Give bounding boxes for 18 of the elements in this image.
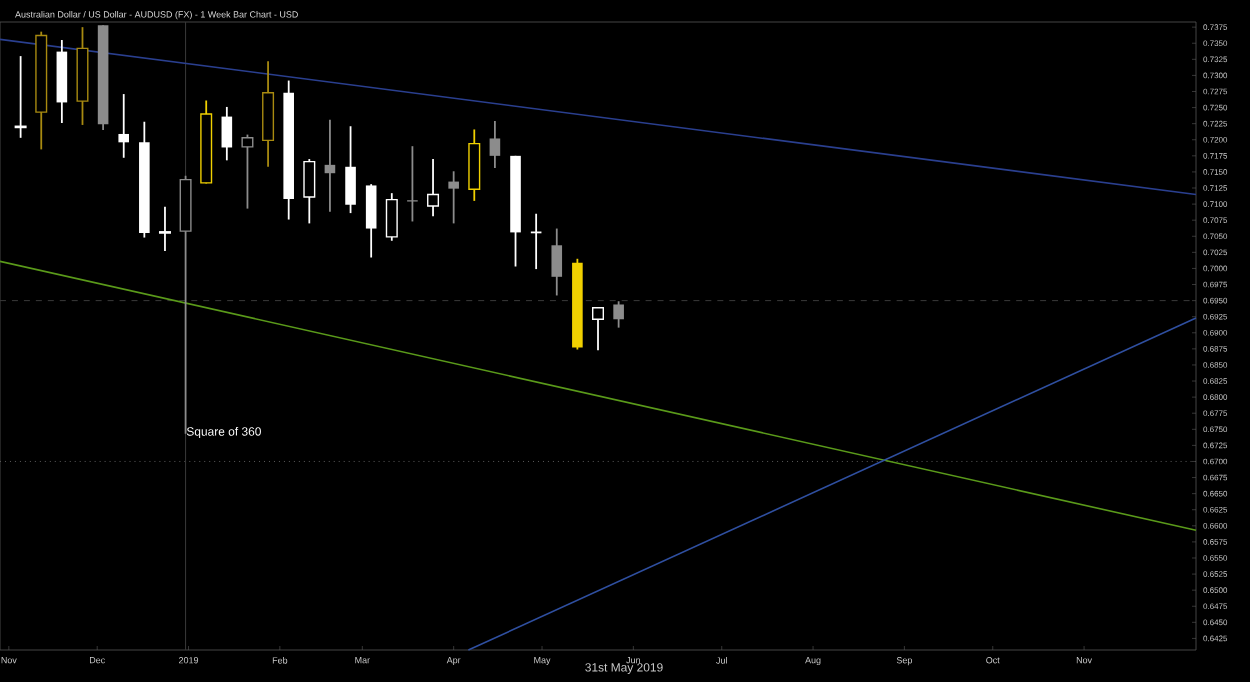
candlestick: [221, 106, 233, 162]
candlestick: [613, 300, 624, 329]
candlestick: [158, 205, 171, 252]
candlestick: [262, 60, 275, 168]
candlestick: [345, 125, 356, 214]
candlestick: [592, 306, 604, 352]
candlestick: [118, 93, 130, 159]
candlestick: [427, 158, 440, 218]
candlestick: [303, 158, 316, 225]
candlestick: [324, 118, 336, 213]
candlestick: [365, 183, 377, 259]
candlestick: [241, 133, 254, 210]
candlestick: [407, 145, 418, 223]
candlestick: [448, 170, 459, 225]
candlestick: [468, 128, 481, 202]
candlestick: [551, 227, 563, 297]
candlestick: [385, 192, 398, 242]
candlestick: [489, 120, 501, 169]
